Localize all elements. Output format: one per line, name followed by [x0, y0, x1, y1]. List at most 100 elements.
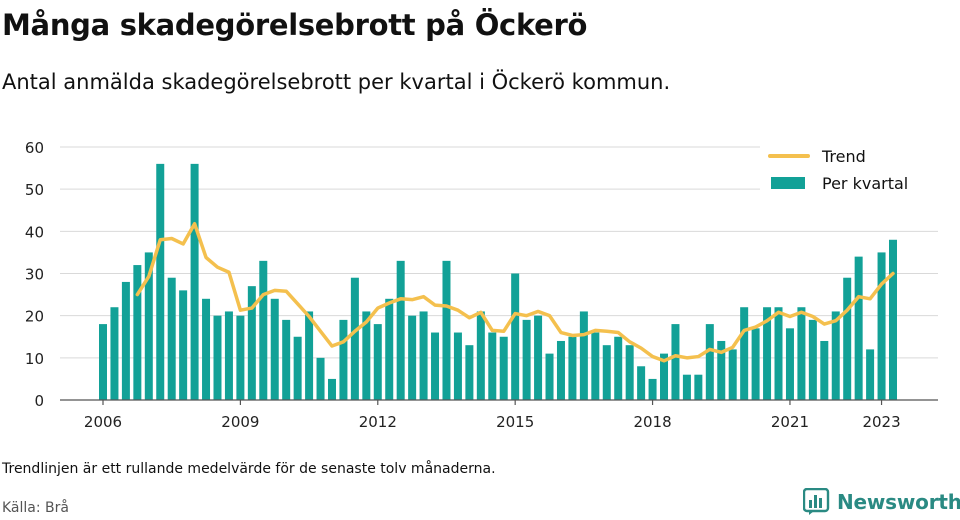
- chart-legend: Trend Per kvartal: [760, 142, 938, 202]
- bar: [362, 311, 371, 400]
- x-tick-label: 2023: [862, 413, 900, 431]
- bar: [545, 353, 554, 400]
- bar: [339, 319, 348, 400]
- bar: [694, 374, 703, 400]
- footnote: Trendlinjen är ett rullande medelvärde f…: [2, 461, 496, 477]
- bar: [568, 336, 577, 400]
- bar: [396, 260, 405, 400]
- x-tick-label: 2006: [84, 413, 122, 431]
- bar: [854, 256, 863, 400]
- x-tick-label: 2015: [496, 413, 534, 431]
- bar: [763, 307, 772, 400]
- bar: [476, 311, 485, 400]
- trend-line: [135, 221, 895, 363]
- bar: [660, 353, 669, 400]
- bar: [213, 315, 222, 400]
- bar: [648, 378, 657, 400]
- y-tick-label: 40: [25, 223, 44, 241]
- bar: [133, 265, 142, 400]
- bar: [602, 345, 611, 400]
- bar: [350, 277, 359, 400]
- bar: [236, 315, 245, 400]
- bar: [843, 277, 852, 400]
- y-tick-label: 10: [25, 350, 44, 368]
- y-tick-label: 0: [34, 392, 44, 410]
- bar: [442, 260, 451, 400]
- brand-name: Newsworthy: [837, 490, 960, 514]
- bar: [797, 307, 806, 400]
- bar: [877, 252, 886, 400]
- bar: [488, 332, 497, 400]
- bar: [637, 366, 646, 400]
- bar: [774, 307, 783, 400]
- bar-series: [99, 163, 897, 400]
- source-credit: Källa: Brå: [2, 500, 69, 516]
- chart-title: Många skadegörelsebrott på Öckerö: [2, 8, 588, 42]
- bar: [99, 324, 107, 400]
- bar: [270, 298, 279, 400]
- bar: [408, 315, 417, 400]
- bar: [293, 336, 302, 400]
- bar: [327, 378, 336, 400]
- bar: [751, 328, 760, 400]
- y-tick-label: 30: [25, 266, 44, 284]
- x-tick-label: 2012: [359, 413, 397, 431]
- bar: [179, 290, 188, 400]
- bar: [499, 336, 508, 400]
- bar: [224, 311, 233, 400]
- bar: [591, 332, 600, 400]
- bar: [556, 340, 565, 400]
- y-tick-label: 20: [25, 308, 44, 326]
- bar: [385, 298, 394, 400]
- bar: [705, 324, 714, 400]
- chart-subtitle: Antal anmälda skadegörelsebrott per kvar…: [2, 70, 671, 94]
- bar: [110, 307, 119, 400]
- bar: [121, 281, 130, 400]
- bar: [866, 349, 875, 400]
- legend-background: [760, 142, 938, 202]
- trend-line-group: [135, 221, 895, 363]
- bar: [373, 324, 382, 400]
- legend-bar-label: Per kvartal: [822, 174, 908, 193]
- bar: [419, 311, 428, 400]
- bar: [431, 332, 440, 400]
- bar: [831, 311, 840, 400]
- bar: [167, 277, 176, 400]
- bar: [511, 273, 520, 400]
- bar: [534, 315, 543, 400]
- brand-logo: Newsworthy: [803, 488, 960, 516]
- y-axis-ticks: 0 10 20 30 40 50 60: [25, 139, 44, 410]
- bar: [282, 319, 291, 400]
- bar: [156, 163, 165, 400]
- bar: [785, 328, 794, 400]
- bar: [808, 319, 817, 400]
- bar: [740, 307, 749, 400]
- x-axis: 2006 2009 2012 2015 2018 2021 2023: [60, 399, 938, 431]
- bar: [316, 357, 325, 400]
- bar: [579, 311, 588, 400]
- bar: [453, 332, 462, 400]
- legend-bar-swatch: [771, 177, 805, 189]
- bar: [202, 298, 211, 400]
- bar: [259, 260, 268, 400]
- bar: [728, 349, 737, 400]
- bar: [717, 340, 726, 400]
- x-tick-label: 2009: [221, 413, 259, 431]
- bar: [889, 239, 897, 400]
- bar: [247, 286, 256, 400]
- bar: [465, 345, 474, 400]
- bar: [144, 252, 153, 400]
- y-tick-label: 50: [25, 181, 44, 199]
- chart-icon: [803, 488, 830, 515]
- bar: [305, 311, 314, 400]
- bar: [671, 324, 680, 400]
- x-tick-label: 2021: [771, 413, 809, 431]
- bar: [522, 319, 531, 400]
- bar: [682, 374, 691, 400]
- bar: [820, 340, 829, 400]
- x-tick-label: 2018: [633, 413, 671, 431]
- bar: [614, 336, 623, 400]
- legend-trend-label: Trend: [821, 147, 866, 166]
- y-tick-label: 60: [25, 139, 44, 157]
